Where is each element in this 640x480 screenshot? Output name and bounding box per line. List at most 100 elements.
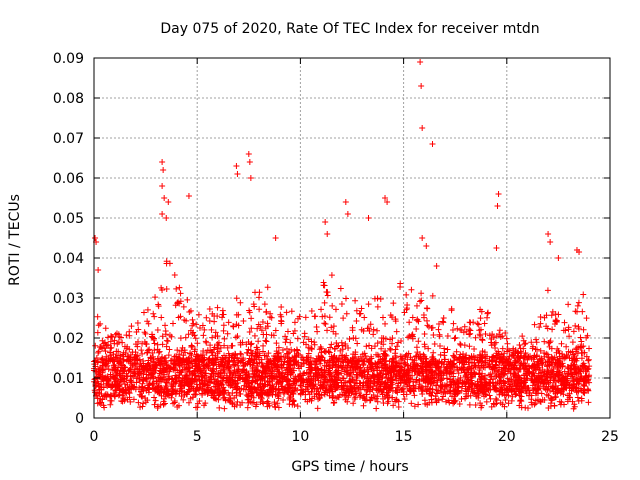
data-point	[355, 384, 362, 391]
data-point	[207, 373, 214, 380]
data-point	[327, 344, 334, 351]
data-point	[513, 365, 520, 372]
data-point	[214, 304, 221, 311]
data-point	[418, 297, 425, 304]
data-point	[419, 125, 426, 131]
data-point	[352, 388, 359, 395]
data-point	[482, 331, 489, 338]
data-point	[157, 402, 164, 409]
data-point	[190, 329, 197, 336]
data-point	[421, 330, 428, 337]
x-axis-label: GPS time / hours	[291, 459, 408, 475]
data-point	[255, 338, 262, 345]
data-point	[299, 389, 306, 396]
data-point	[135, 399, 142, 406]
data-point	[408, 400, 415, 407]
data-point	[294, 335, 301, 342]
data-point	[424, 361, 431, 368]
data-point	[455, 370, 462, 377]
data-point	[577, 385, 584, 392]
data-point	[386, 388, 393, 395]
data-point	[381, 393, 388, 400]
data-point	[497, 334, 504, 341]
data-point	[185, 399, 192, 406]
data-point	[275, 395, 282, 402]
data-point	[536, 374, 543, 381]
data-point	[459, 358, 466, 365]
data-point	[221, 387, 228, 394]
data-point	[328, 357, 335, 364]
data-point	[105, 356, 112, 363]
data-point	[571, 370, 578, 377]
data-point	[414, 349, 421, 356]
data-point	[209, 352, 216, 359]
data-point	[454, 364, 461, 371]
data-point	[158, 284, 165, 291]
data-point	[499, 345, 506, 352]
data-point	[394, 343, 401, 350]
data-point	[273, 380, 280, 387]
data-point	[179, 358, 186, 365]
data-point	[379, 389, 386, 396]
data-point	[342, 199, 349, 205]
data-point	[453, 348, 460, 355]
data-point	[543, 371, 550, 378]
data-point	[478, 376, 485, 383]
data-point	[109, 381, 116, 388]
data-point	[417, 298, 424, 305]
data-point	[423, 359, 430, 366]
data-point	[165, 376, 172, 383]
data-point	[395, 404, 402, 411]
data-point	[220, 395, 227, 402]
data-point	[199, 391, 206, 398]
data-point	[537, 314, 544, 321]
data-point	[582, 367, 589, 374]
data-point	[100, 377, 107, 384]
data-point	[548, 397, 555, 404]
data-point	[543, 350, 550, 357]
data-point	[155, 301, 162, 308]
data-point	[193, 321, 200, 328]
data-point	[150, 366, 157, 373]
data-point	[413, 317, 420, 324]
data-point	[466, 331, 473, 338]
data-point	[144, 397, 151, 404]
data-point	[308, 307, 315, 314]
data-point	[396, 371, 403, 378]
data-point	[421, 377, 428, 384]
data-point	[452, 385, 459, 392]
x-tick-label: 20	[498, 429, 516, 445]
data-point	[431, 341, 438, 348]
data-point	[423, 317, 430, 324]
data-point	[368, 353, 375, 360]
data-point	[163, 379, 170, 386]
data-point	[176, 284, 183, 291]
data-point	[92, 235, 99, 241]
data-point	[449, 363, 456, 370]
data-point	[331, 374, 338, 381]
data-point	[343, 310, 350, 317]
data-point	[469, 388, 476, 395]
data-point	[559, 360, 566, 367]
data-point	[342, 295, 349, 302]
data-point	[213, 378, 220, 385]
data-point	[363, 343, 370, 350]
data-point	[162, 355, 169, 362]
data-point	[383, 383, 390, 390]
data-point	[177, 290, 184, 297]
data-point	[370, 391, 377, 398]
data-point	[260, 348, 267, 355]
data-point	[185, 193, 192, 199]
data-point	[574, 350, 581, 357]
data-point	[199, 357, 206, 364]
data-point	[166, 392, 173, 399]
data-point	[444, 333, 451, 340]
data-point	[527, 353, 534, 360]
data-point	[225, 379, 232, 386]
data-point	[381, 364, 388, 371]
data-point	[571, 352, 578, 359]
data-point	[419, 235, 426, 241]
data-point	[454, 356, 461, 363]
x-tick-label: 10	[291, 429, 309, 445]
data-point	[520, 337, 527, 344]
